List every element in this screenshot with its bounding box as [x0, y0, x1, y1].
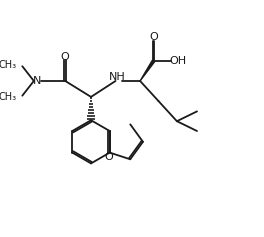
Text: O: O [61, 52, 70, 62]
Text: O: O [104, 152, 113, 162]
Text: N: N [32, 76, 41, 86]
Polygon shape [140, 60, 155, 81]
Text: CH₃: CH₃ [0, 92, 17, 102]
Text: CH₃: CH₃ [0, 60, 17, 70]
Text: NH: NH [109, 72, 125, 82]
Text: OH: OH [169, 56, 187, 66]
Text: O: O [149, 32, 158, 42]
